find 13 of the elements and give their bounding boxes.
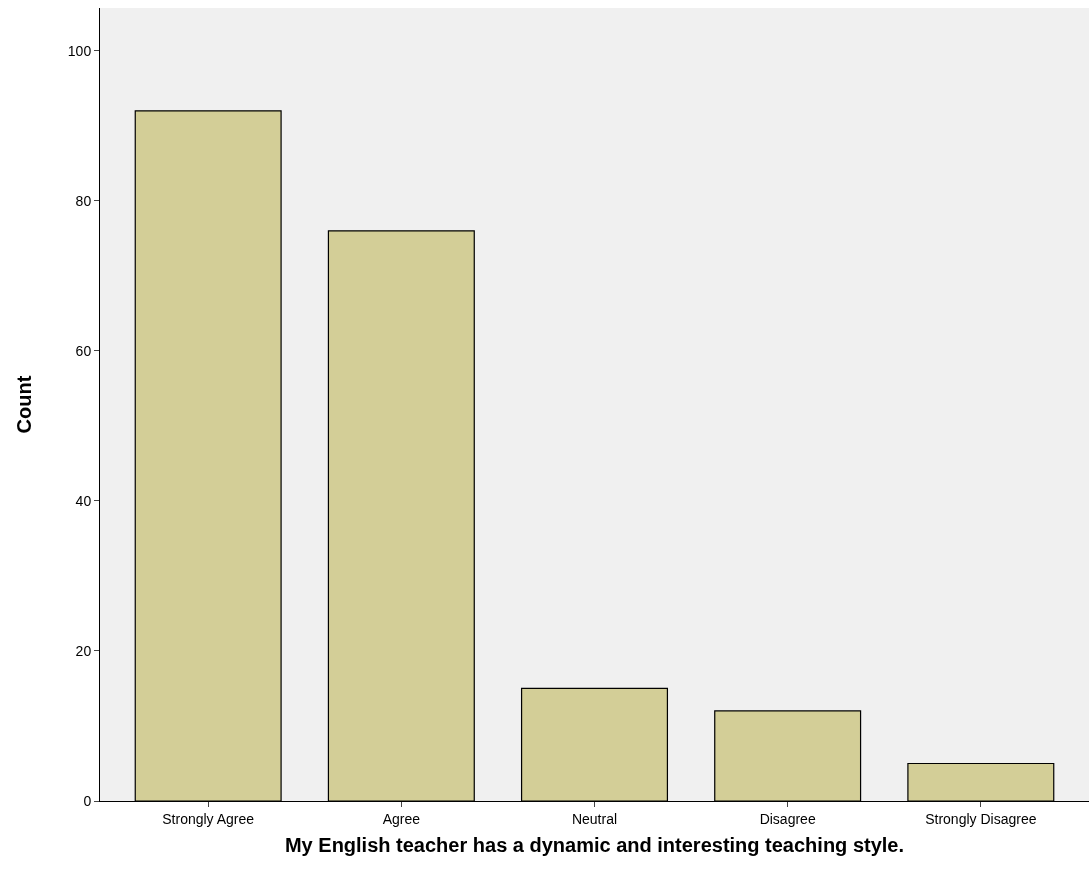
x-tick-label: Strongly Disagree [925,810,1037,827]
x-tick-label: Agree [382,810,421,827]
y-tick-label: 80 [75,192,92,209]
y-tick-label: 20 [75,642,92,659]
y-tick-label: 100 [67,42,92,59]
x-tick-label: Strongly Agree [162,810,255,827]
x-axis-title: My English teacher has a dynamic and interesting teaching style. [284,834,905,857]
y-tick-label: 60 [75,342,92,359]
x-tick-label: Disagree [759,810,816,827]
y-tick-label: 40 [75,492,92,509]
y-axis-title: Count [13,375,36,434]
x-tick-label: Neutral [571,810,618,827]
y-tick-label: 0 [83,792,92,809]
